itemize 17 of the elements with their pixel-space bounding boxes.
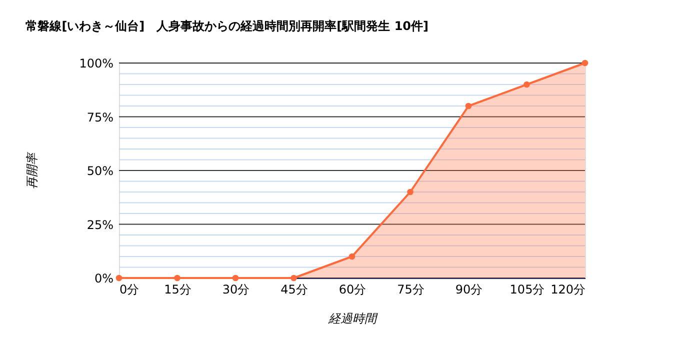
x-tick-label: 75分 [397, 282, 424, 296]
x-tick-label: 120分 [550, 282, 586, 296]
y-tick-label: 50% [86, 164, 114, 178]
x-tick-label: 0分 [120, 282, 140, 296]
y-tick-label: 0% [94, 272, 114, 286]
x-tick-label: 90分 [455, 282, 483, 296]
y-tick-label: 75% [86, 110, 114, 124]
x-tick-label: 30分 [222, 282, 250, 296]
x-axis-title: 経過時間 [328, 312, 378, 326]
y-tick-label: 25% [86, 218, 114, 232]
y-tick-label: 100% [79, 56, 114, 70]
x-tick-label: 105分 [510, 282, 545, 296]
x-tick-label: 15分 [164, 282, 192, 296]
x-tick-label: 60分 [338, 282, 366, 296]
y-axis-title: 再開率 [25, 151, 40, 189]
chart-title: 常磐線[いわき～仙台] 人身事故からの経過時間別再開率[駅間発生 10件] [26, 19, 429, 33]
x-tick-label: 45分 [280, 282, 308, 296]
